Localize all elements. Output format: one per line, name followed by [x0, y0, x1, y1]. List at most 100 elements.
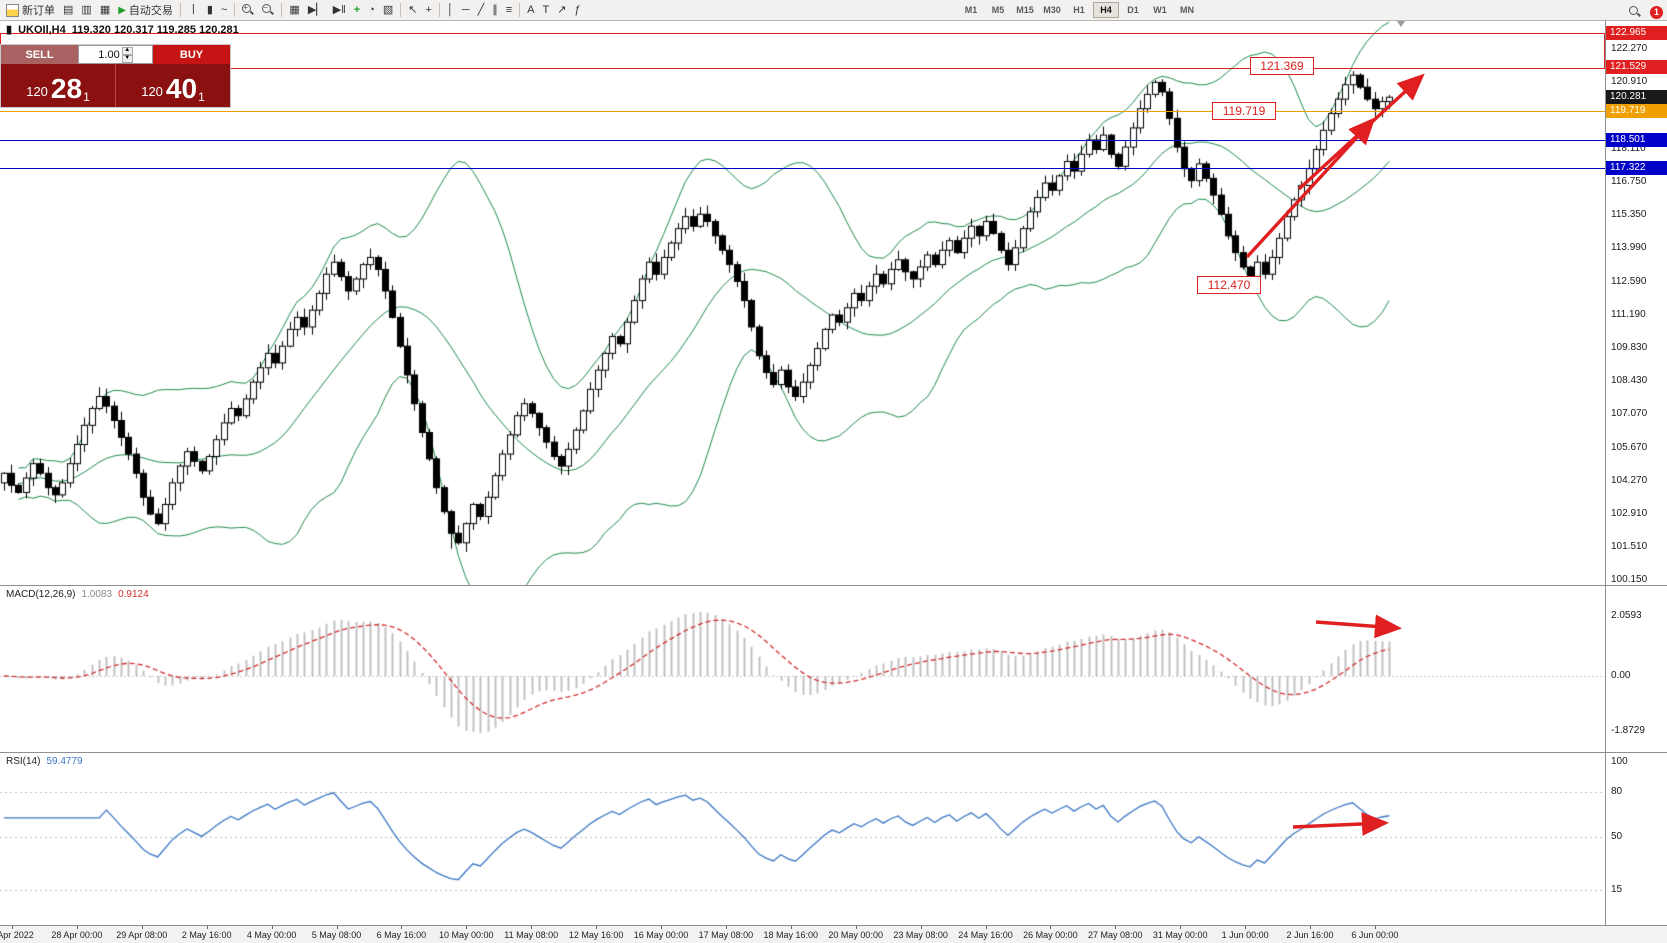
- volume-value[interactable]: 1.00: [98, 48, 120, 61]
- price-annotation[interactable]: 112.470: [1197, 276, 1261, 294]
- timeframe-m1[interactable]: M1: [958, 2, 984, 18]
- time-axis-label: 17 May 08:00: [698, 930, 754, 940]
- volume-down-button[interactable]: ▼: [121, 54, 133, 63]
- timeframe-toolbar: M1 M5 M15 M30 H1 H4 D1 W1 MN: [958, 2, 1200, 18]
- price-tag: 121.529: [1606, 60, 1667, 75]
- tile-windows-button[interactable]: ▦: [285, 1, 303, 19]
- price-axis-label: 115.350: [1611, 209, 1647, 221]
- cursor-tool-button[interactable]: ↖: [404, 1, 421, 19]
- zoom-in-button[interactable]: +: [238, 1, 258, 19]
- crosshair-tool-button[interactable]: +: [421, 1, 435, 19]
- time-axis-tick: [531, 926, 533, 929]
- macd-canvas[interactable]: [0, 586, 1605, 752]
- label-tool-button[interactable]: T: [538, 1, 553, 19]
- price-axis-label: 100.150: [1611, 574, 1648, 585]
- vline-tool-button[interactable]: │: [443, 1, 458, 19]
- timeframe-d1[interactable]: D1: [1120, 2, 1146, 18]
- zoom-out-button[interactable]: −: [258, 1, 278, 19]
- time-axis-label: 10 May 00:00: [439, 930, 494, 940]
- label-icon: T: [542, 3, 550, 16]
- time-axis[interactable]: 5 Apr 2022 28 Apr 00:00 29 Apr 08:00 2 May …: [0, 926, 1667, 943]
- hline-tool-button[interactable]: ─: [458, 1, 474, 19]
- notification-badge[interactable]: 1: [1650, 5, 1663, 19]
- time-axis-tick: [401, 926, 403, 929]
- time-axis-tick: [12, 926, 13, 929]
- indicators-button[interactable]: +: [350, 1, 364, 19]
- price-divider: [115, 64, 116, 107]
- price-chart-canvas[interactable]: [0, 20, 1605, 586]
- line-chart-icon: ~: [220, 3, 228, 16]
- candlestick-chart-button[interactable]: ▮: [203, 1, 217, 19]
- timeframe-h1[interactable]: H1: [1066, 2, 1092, 18]
- time-axis-label: 28 Apr 00:00: [51, 930, 103, 940]
- time-axis-label: 23 May 08:00: [893, 930, 948, 940]
- top-toolbar: 新订单 ▤ ▥ ▦ ▶ 自动交易 ⼁ ▮ ~ + − ▦ ▶▏ ▶‖ + ◔ ▧…: [0, 0, 1667, 21]
- time-axis-label: 6 May 16:00: [376, 930, 427, 940]
- trendline-tool-button[interactable]: ╱: [474, 1, 489, 19]
- horizontal-line-object[interactable]: [0, 168, 1605, 170]
- periods-button[interactable]: ◔: [364, 1, 379, 19]
- price-annotation[interactable]: 119.719: [1212, 102, 1276, 120]
- panel-splitter[interactable]: [0, 752, 1667, 753]
- horizontal-line-object[interactable]: [0, 110, 1605, 112]
- volume-up-button[interactable]: ▲: [121, 46, 133, 55]
- price-axis-label: 112.590: [1611, 275, 1647, 287]
- chart-shift-marker[interactable]: [1397, 21, 1406, 27]
- timeframe-m15[interactable]: M15: [1012, 2, 1038, 18]
- price-axis-label: 109.830: [1611, 341, 1648, 353]
- horizontal-line-icon: ─: [461, 3, 470, 16]
- price-tag: 120.281: [1606, 90, 1667, 105]
- resistance-zone-rectangle[interactable]: [0, 32, 1605, 70]
- sell-button[interactable]: SELL: [1, 45, 78, 64]
- time-axis-label: 24 May 16:00: [958, 930, 1013, 940]
- price-axis-separator: [1605, 20, 1606, 926]
- timeframe-h4[interactable]: H4: [1093, 2, 1119, 18]
- line-chart-button[interactable]: ~: [217, 1, 231, 19]
- price-axis-label: 101.510: [1611, 541, 1648, 553]
- profiles-button[interactable]: ▥: [77, 1, 95, 19]
- volume-field[interactable]: 1.00 ▲ ▼: [78, 45, 153, 64]
- panel-splitter[interactable]: [0, 585, 1667, 586]
- toolbar-separator: [234, 3, 236, 17]
- arrow-tool-button[interactable]: ↗: [553, 1, 570, 19]
- new-order-button[interactable]: 新订单: [2, 1, 59, 19]
- price-annotation[interactable]: 121.369: [1250, 57, 1314, 75]
- cursor-icon: ↖: [408, 3, 418, 16]
- buy-price-pips: 40: [165, 73, 198, 104]
- time-axis-tick: [1050, 926, 1052, 929]
- time-axis-label: 5 May 08:00: [311, 930, 362, 940]
- shapes-tool-button[interactable]: ƒ: [570, 1, 584, 19]
- timeframe-w1[interactable]: W1: [1147, 2, 1173, 18]
- auto-scroll-button[interactable]: ▶▏: [304, 1, 329, 19]
- time-axis-tick: [1115, 926, 1117, 929]
- buy-price[interactable]: 120 40 1: [116, 64, 230, 107]
- time-axis-tick: [141, 926, 143, 929]
- time-axis-label: 29 Apr 08:00: [116, 930, 168, 940]
- fibonacci-tool-button[interactable]: ≡: [502, 1, 516, 19]
- charts-button[interactable]: ▤: [59, 1, 77, 19]
- rsi-canvas[interactable]: [0, 753, 1605, 925]
- sell-price-base: 120: [26, 84, 48, 99]
- rsi-axis-label: 80: [1611, 786, 1623, 797]
- timeframe-m30[interactable]: M30: [1039, 2, 1065, 18]
- price-tag: 122.965: [1606, 25, 1667, 40]
- rsi-axis-label: 15: [1611, 883, 1623, 895]
- chart-shift-button[interactable]: ▶‖: [329, 1, 350, 19]
- timeframe-mn[interactable]: MN: [1174, 2, 1200, 18]
- templates-button[interactable]: ▧: [379, 1, 397, 19]
- search-button[interactable]: [1625, 3, 1645, 21]
- data-window-icon: ▦: [99, 3, 111, 16]
- horizontal-line-object[interactable]: [0, 139, 1605, 141]
- sell-price[interactable]: 120 28 1: [1, 64, 115, 107]
- time-axis-tick: [466, 926, 468, 929]
- timeframe-m5[interactable]: M5: [985, 2, 1011, 18]
- price-axis-label: 102.910: [1611, 507, 1648, 519]
- auto-trading-button[interactable]: ▶ 自动交易: [114, 1, 177, 19]
- crosshair-icon: +: [425, 3, 432, 16]
- buy-button[interactable]: BUY: [153, 45, 230, 64]
- bar-chart-button[interactable]: ⼁: [184, 1, 203, 19]
- channel-tool-button[interactable]: ∥: [488, 1, 502, 19]
- data-window-button[interactable]: ▦: [96, 1, 114, 19]
- macd-signal-value: 0.9124: [118, 589, 149, 600]
- text-tool-button[interactable]: A: [523, 1, 538, 19]
